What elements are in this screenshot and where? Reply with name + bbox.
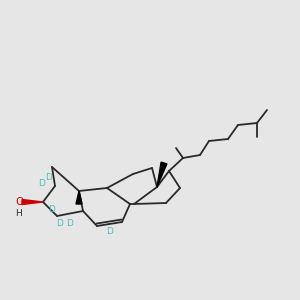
Polygon shape [22,200,43,205]
Text: H: H [15,209,21,218]
Text: D: D [39,178,45,188]
Text: D: D [46,172,52,182]
Polygon shape [157,162,167,187]
Text: D: D [106,226,113,236]
Text: D: D [57,220,63,229]
Text: D: D [49,205,56,214]
Text: D: D [67,220,73,229]
Polygon shape [76,191,82,204]
Text: O: O [15,197,23,207]
